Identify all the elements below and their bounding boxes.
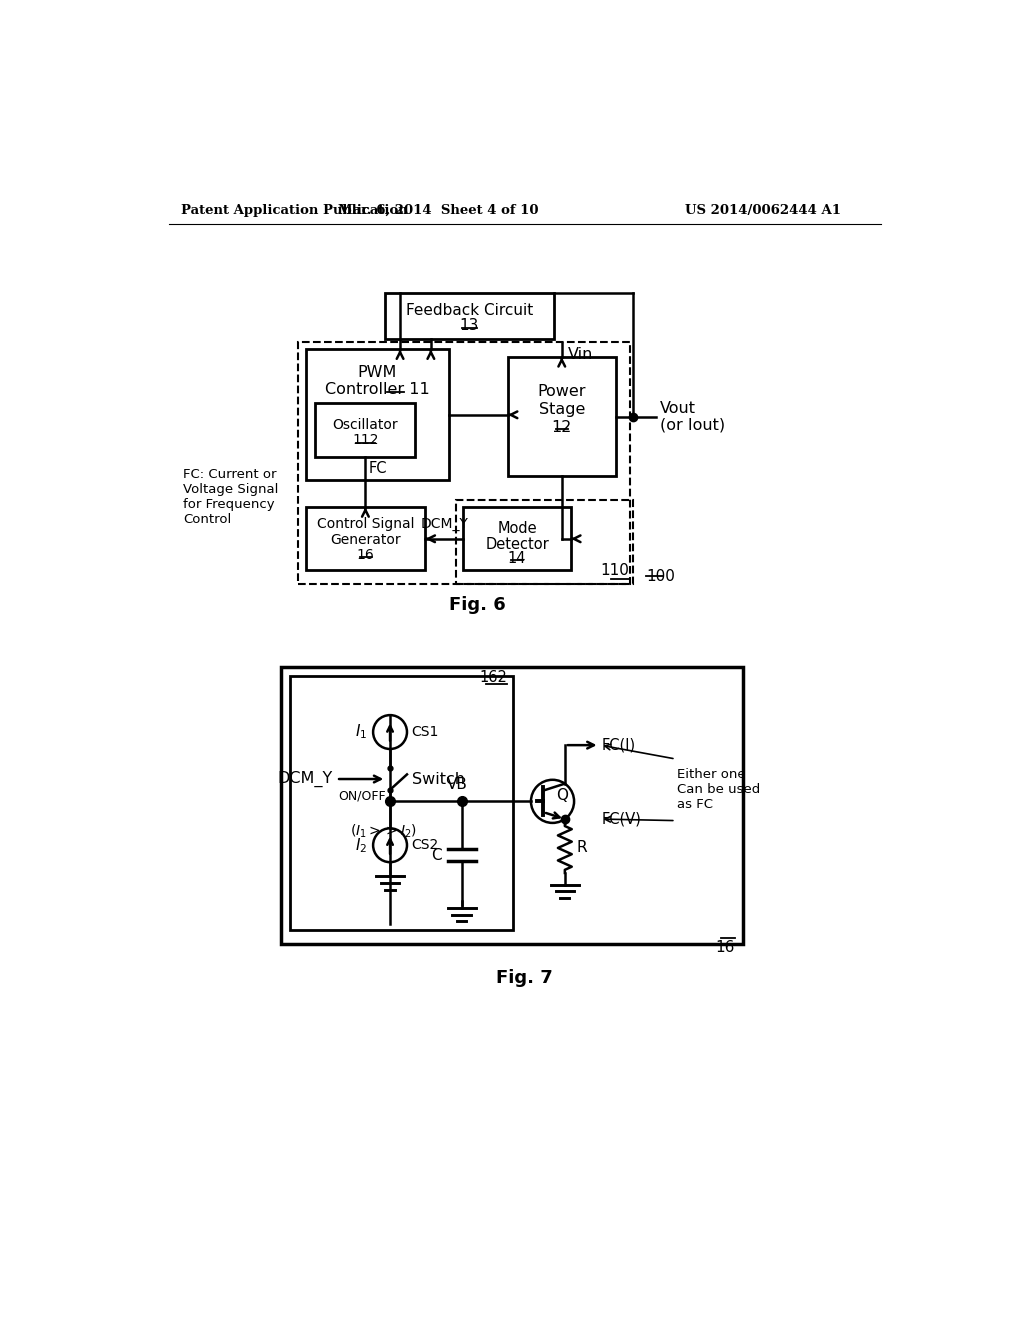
Text: Q: Q	[556, 788, 568, 803]
Text: C: C	[431, 847, 441, 863]
Text: 12: 12	[552, 420, 572, 434]
Text: PWM: PWM	[357, 364, 397, 380]
Text: DCM_Y: DCM_Y	[421, 517, 468, 531]
Text: FC: FC	[369, 461, 387, 477]
Bar	[508, 358, 615, 477]
Text: DCM_Y: DCM_Y	[278, 771, 333, 787]
Text: Control Signal: Control Signal	[317, 517, 415, 531]
Text: FC(I): FC(I)	[602, 738, 636, 752]
Bar	[306, 507, 425, 570]
Text: $I_1$: $I_1$	[354, 723, 367, 742]
Text: Feedback Circuit: Feedback Circuit	[406, 302, 532, 318]
Bar	[315, 404, 416, 457]
Text: Vout
(or Iout): Vout (or Iout)	[659, 400, 725, 433]
Text: VB: VB	[447, 777, 468, 792]
Text: Either one
Can be used
as FC: Either one Can be used as FC	[677, 768, 761, 812]
Text: Patent Application Publication: Patent Application Publication	[180, 205, 408, 218]
Bar	[456, 499, 633, 585]
Text: ON/OFF: ON/OFF	[339, 789, 386, 803]
Text: 100: 100	[646, 569, 676, 583]
Text: 14: 14	[508, 550, 526, 565]
Text: $I_2$: $I_2$	[354, 836, 367, 854]
Text: FC(V): FC(V)	[602, 812, 642, 826]
Text: 110: 110	[600, 564, 629, 578]
Text: Detector: Detector	[485, 537, 549, 552]
Text: R: R	[577, 841, 587, 855]
Text: 112: 112	[352, 433, 379, 447]
Text: CS2: CS2	[411, 838, 438, 853]
Text: Controller 11: Controller 11	[325, 381, 430, 397]
Bar	[290, 676, 513, 929]
Text: 13: 13	[460, 318, 479, 333]
Text: Mar. 6, 2014  Sheet 4 of 10: Mar. 6, 2014 Sheet 4 of 10	[338, 205, 539, 218]
Text: Generator: Generator	[331, 532, 401, 546]
Bar	[298, 342, 630, 585]
Text: $(I_1>>I_2)$: $(I_1>>I_2)$	[350, 822, 418, 840]
Text: Mode: Mode	[498, 521, 537, 536]
Bar	[385, 293, 554, 339]
Text: FC: Current or
Voltage Signal
for Frequency
Control: FC: Current or Voltage Signal for Freque…	[183, 469, 279, 527]
Text: Fig. 7: Fig. 7	[497, 969, 553, 987]
Bar	[306, 350, 449, 480]
Text: Switch: Switch	[412, 771, 465, 787]
Text: 162: 162	[479, 671, 507, 685]
Bar	[463, 507, 571, 570]
Text: Fig. 6: Fig. 6	[449, 597, 506, 614]
Text: US 2014/0062444 A1: US 2014/0062444 A1	[685, 205, 841, 218]
Text: Vin: Vin	[568, 347, 593, 362]
Bar	[281, 667, 742, 944]
Text: Stage: Stage	[539, 401, 585, 417]
Text: Power: Power	[538, 384, 586, 399]
Text: CS1: CS1	[411, 725, 438, 739]
Text: 16: 16	[357, 548, 375, 562]
Text: 16: 16	[716, 940, 735, 954]
Text: Oscillator: Oscillator	[333, 418, 398, 432]
